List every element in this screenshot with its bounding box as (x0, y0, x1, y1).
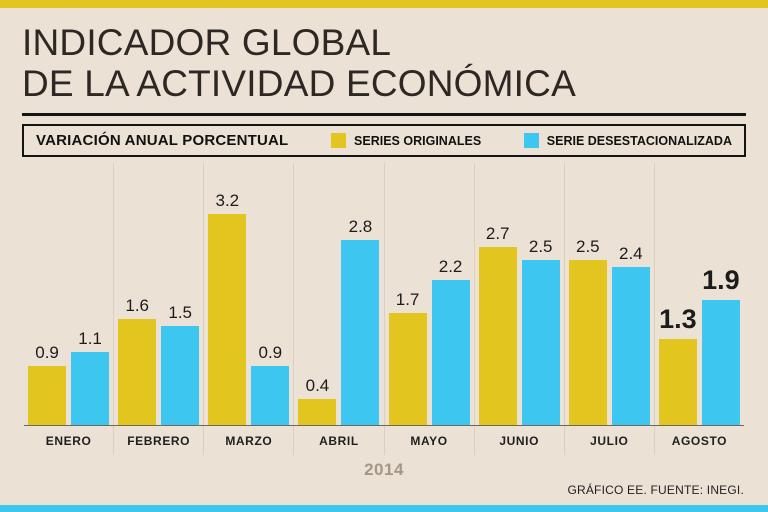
bar-column-desestacionalizada-junio: 2.5 (521, 237, 560, 425)
value-label-originales-agosto: 1.3 (659, 304, 697, 334)
bar-column-desestacionalizada-febrero: 1.5 (161, 303, 200, 425)
source-credit: GRÁFICO EE. FUENTE: INEGI. (567, 483, 744, 497)
bar-originales-abril (298, 399, 337, 425)
bar-originales-febrero (118, 319, 157, 425)
bar-column-originales-enero: 0.9 (28, 343, 67, 425)
legend-item-desestacionalizada: SERIE DESESTACIONALIZADA (523, 133, 732, 148)
value-label-desestacionalizada-julio: 2.4 (618, 244, 643, 263)
top-accent-strip (0, 0, 768, 8)
title-line-2: DE LA ACTIVIDAD ECONÓMICA (22, 63, 576, 104)
bar-desestacionalizada-febrero (161, 326, 200, 425)
value-label-originales-mayo: 1.7 (395, 290, 420, 309)
category-label-junio: JUNIO (473, 426, 564, 455)
bar-group-abril: 0.4 2.8 (293, 163, 383, 425)
bar-originales-marzo (208, 214, 247, 425)
bar-desestacionalizada-agosto (701, 300, 740, 425)
value-label-desestacionalizada-febrero: 1.5 (168, 303, 192, 322)
bar-group-enero: 0.9 1.1 (24, 163, 113, 425)
series-originales-swatch-icon (331, 133, 347, 148)
bar-group-agosto: 1.3 1.9 (653, 163, 744, 425)
value-label-originales-julio: 2.5 (575, 237, 600, 256)
legend-label-originales: SERIES ORIGINALES (354, 133, 482, 148)
bar-group-febrero: 1.6 1.5 (113, 163, 203, 425)
value-label-originales-marzo: 3.2 (215, 191, 240, 210)
bar-column-desestacionalizada-julio: 2.4 (611, 244, 650, 425)
legend-item-originales: SERIES ORIGINALES (331, 133, 481, 148)
bar-column-desestacionalizada-enero: 1.1 (71, 329, 110, 425)
value-label-originales-abril: 0.4 (305, 376, 330, 395)
bar-column-desestacionalizada-agosto: 1.9 (701, 265, 740, 425)
bar-chart: 0.9 1.1 1.6 1.5 3.2 0.9 0.4 2.8 1.7 2.2 2.7 2.5 2.5 2… (24, 163, 744, 480)
value-label-desestacionalizada-agosto: 1.9 (702, 265, 740, 295)
legend: VARIACIÓN ANUAL PORCENTUAL SERIES ORIGIN… (22, 124, 746, 157)
value-label-desestacionalizada-junio: 2.5 (528, 237, 553, 256)
value-label-desestacionalizada-enero: 1.1 (78, 329, 102, 348)
bar-originales-mayo (388, 313, 427, 425)
bar-desestacionalizada-mayo (431, 280, 470, 425)
page-title: INDICADOR GLOBAL DE LA ACTIVIDAD ECONÓMIC… (0, 8, 768, 104)
bar-column-desestacionalizada-marzo: 0.9 (251, 343, 290, 425)
value-label-originales-junio: 2.7 (485, 224, 510, 243)
title-divider (22, 113, 746, 116)
bar-originales-enero (28, 366, 67, 425)
bar-column-originales-mayo: 1.7 (388, 290, 427, 425)
bar-column-originales-abril: 0.4 (298, 376, 337, 425)
bar-originales-agosto (658, 339, 697, 425)
category-label-marzo: MARZO (203, 426, 293, 455)
bar-desestacionalizada-enero (71, 352, 110, 425)
bar-desestacionalizada-julio (611, 267, 650, 425)
bar-column-originales-marzo: 3.2 (208, 191, 247, 425)
bar-group-marzo: 3.2 0.9 (203, 163, 293, 425)
value-label-desestacionalizada-mayo: 2.2 (438, 257, 463, 276)
category-label-febrero: FEBRERO (113, 426, 203, 455)
bar-column-originales-febrero: 1.6 (118, 296, 157, 425)
category-label-julio: JULIO (563, 426, 654, 455)
category-label-enero: ENERO (45, 434, 92, 448)
bar-originales-junio (478, 247, 517, 425)
category-label-mayo: MAYO (383, 426, 474, 455)
bar-desestacionalizada-junio (521, 260, 560, 425)
bar-group-julio: 2.5 2.4 (563, 163, 654, 425)
legend-label-desestacionalizada: SERIE DESESTACIONALIZADA (546, 133, 732, 148)
bottom-accent-strip (0, 505, 768, 512)
bar-desestacionalizada-marzo (251, 366, 290, 425)
bar-column-originales-julio: 2.5 (568, 237, 607, 425)
bar-column-originales-agosto: 1.3 (658, 304, 697, 425)
x-axis: ENERO FEBRERO MARZO ABRIL MAYO JUNIO JULIO AGOS… (24, 425, 744, 455)
legend-title: VARIACIÓN ANUAL PORCENTUAL (36, 132, 289, 149)
bar-column-originales-junio: 2.7 (478, 224, 517, 425)
title-line-1: INDICADOR GLOBAL (22, 22, 392, 63)
serie-desestacionalizada-swatch-icon (523, 133, 539, 148)
category-label-agosto: AGOSTO (653, 426, 744, 455)
bar-group-junio: 2.7 2.5 (473, 163, 564, 425)
bar-column-desestacionalizada-abril: 2.8 (341, 217, 380, 425)
value-label-originales-febrero: 1.6 (125, 296, 149, 315)
plot-area: 0.9 1.1 1.6 1.5 3.2 0.9 0.4 2.8 1.7 2.2 2.7 2.5 2.5 2… (24, 163, 744, 425)
value-label-desestacionalizada-marzo: 0.9 (258, 343, 283, 362)
value-label-originales-enero: 0.9 (35, 343, 59, 362)
bar-originales-julio (568, 260, 607, 425)
category-label-abril: ABRIL (293, 426, 383, 455)
bar-desestacionalizada-abril (341, 240, 380, 425)
x-axis-year-label: 2014 (364, 460, 404, 479)
bar-column-desestacionalizada-mayo: 2.2 (431, 257, 470, 425)
bar-group-mayo: 1.7 2.2 (383, 163, 474, 425)
value-label-desestacionalizada-abril: 2.8 (348, 217, 373, 236)
